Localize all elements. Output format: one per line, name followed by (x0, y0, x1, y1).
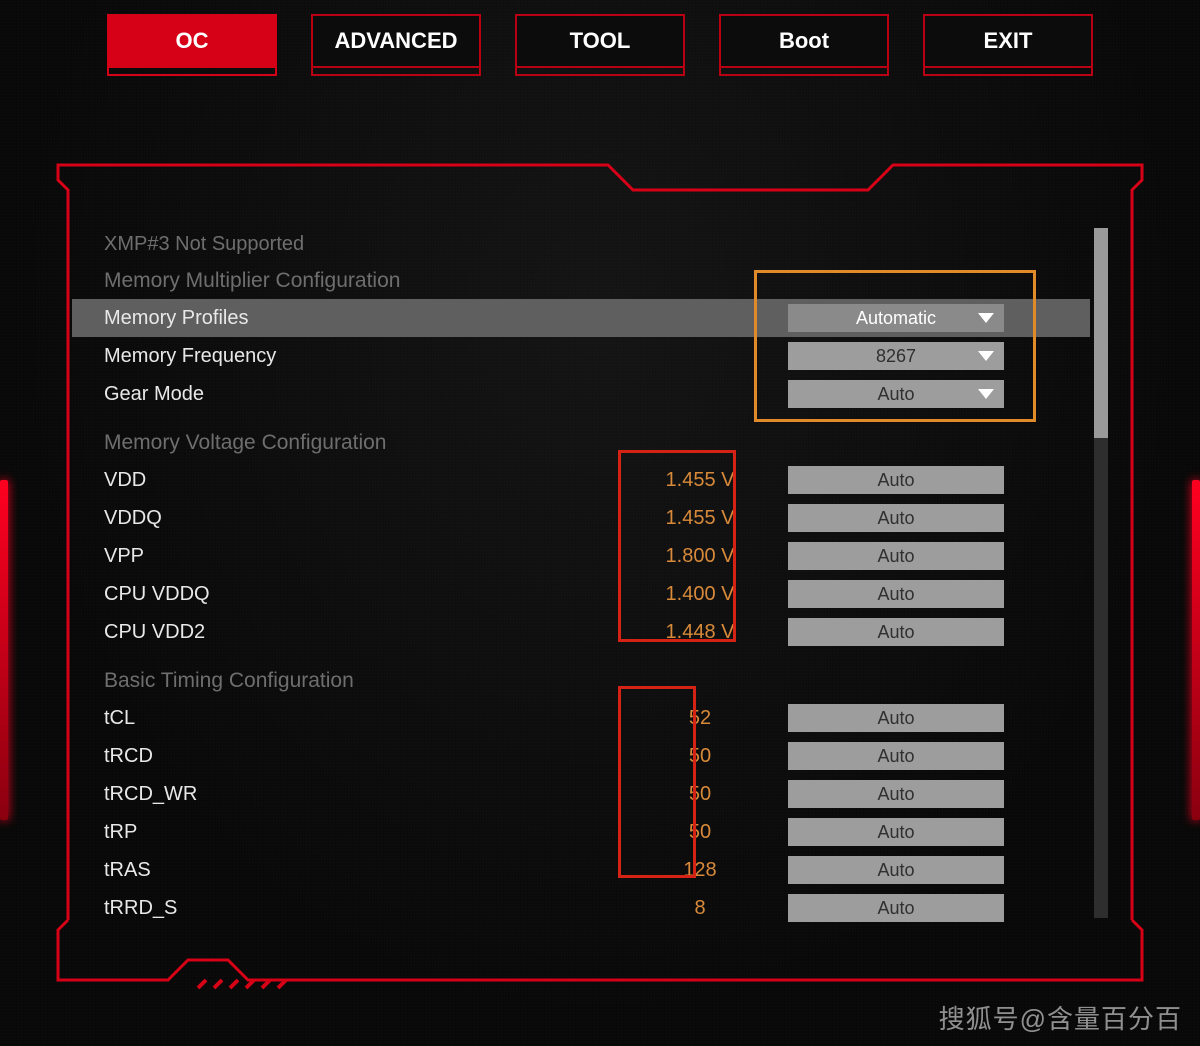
section-timing-title: Basic Timing Configuration (72, 663, 1090, 699)
readout-trcd: 50 (620, 745, 780, 768)
readout-trp: 50 (620, 821, 780, 844)
readout-vdd: 1.455 V (620, 469, 780, 492)
row-vpp[interactable]: VPP 1.800 V Auto (72, 537, 1090, 575)
readout-cpu-vdd2: 1.448 V (620, 621, 780, 644)
settings-list: XMP#3 Not Supported Memory Multiplier Co… (72, 225, 1090, 926)
scrollbar-thumb[interactable] (1094, 228, 1108, 438)
tab-label: EXIT (984, 28, 1033, 54)
xmp-status-label: XMP#3 Not Supported (104, 233, 604, 256)
input-trcd-wr[interactable]: Auto (788, 780, 1004, 808)
label-gear-mode: Gear Mode (104, 383, 604, 406)
input-trrd-s[interactable]: Auto (788, 894, 1004, 922)
value-text: Automatic (856, 308, 936, 329)
readout-tras: 128 (620, 859, 780, 882)
chevron-down-icon (978, 351, 994, 361)
value-text: Auto (877, 508, 914, 529)
dropdown-gear-mode[interactable]: Auto (788, 380, 1004, 408)
value-text: Auto (877, 898, 914, 919)
value-text: Auto (877, 784, 914, 805)
tab-label: TOOL (570, 28, 631, 54)
label-trp: tRP (104, 821, 604, 844)
label-cpu-vddq: CPU VDDQ (104, 583, 604, 606)
side-accent-right (1192, 480, 1200, 820)
row-trrd-s[interactable]: tRRD_S 8 Auto (72, 889, 1090, 926)
value-text: Auto (877, 384, 914, 405)
tab-oc[interactable]: OC (107, 14, 277, 68)
readout-trcd-wr: 50 (620, 783, 780, 806)
chevron-down-icon (978, 389, 994, 399)
scrollbar-track[interactable] (1094, 228, 1108, 918)
value-text: Auto (877, 470, 914, 491)
row-trp[interactable]: tRP 50 Auto (72, 813, 1090, 851)
watermark-text: 搜狐号@含量百分百 (939, 999, 1182, 1036)
tab-boot[interactable]: Boot (719, 14, 889, 68)
row-gear-mode[interactable]: Gear Mode Auto (72, 375, 1090, 413)
label-trrd-s: tRRD_S (104, 897, 604, 920)
input-trp[interactable]: Auto (788, 818, 1004, 846)
label-trcd: tRCD (104, 745, 604, 768)
row-trcd[interactable]: tRCD 50 Auto (72, 737, 1090, 775)
readout-tcl: 52 (620, 707, 780, 730)
tab-label: ADVANCED (334, 28, 457, 54)
input-cpu-vddq[interactable]: Auto (788, 580, 1004, 608)
input-cpu-vdd2[interactable]: Auto (788, 618, 1004, 646)
input-trcd[interactable]: Auto (788, 742, 1004, 770)
tab-label: OC (176, 28, 209, 54)
row-trcd-wr[interactable]: tRCD_WR 50 Auto (72, 775, 1090, 813)
label-trcd-wr: tRCD_WR (104, 783, 604, 806)
side-accent-left (0, 480, 8, 820)
input-tcl[interactable]: Auto (788, 704, 1004, 732)
xmp-status-row: XMP#3 Not Supported (72, 225, 1090, 263)
label-tras: tRAS (104, 859, 604, 882)
row-tras[interactable]: tRAS 128 Auto (72, 851, 1090, 889)
readout-vpp: 1.800 V (620, 545, 780, 568)
value-text: Auto (877, 708, 914, 729)
value-text: Auto (877, 584, 914, 605)
readout-trrd-s: 8 (620, 897, 780, 920)
input-vdd[interactable]: Auto (788, 466, 1004, 494)
label-vddq: VDDQ (104, 507, 604, 530)
input-tras[interactable]: Auto (788, 856, 1004, 884)
section-multiplier-title: Memory Multiplier Configuration (72, 263, 1090, 299)
dropdown-memory-frequency[interactable]: 8267 (788, 342, 1004, 370)
readout-cpu-vddq: 1.400 V (620, 583, 780, 606)
tab-label: Boot (779, 28, 829, 54)
label-vpp: VPP (104, 545, 604, 568)
row-cpu-vdd2[interactable]: CPU VDD2 1.448 V Auto (72, 613, 1090, 651)
label-memory-frequency: Memory Frequency (104, 345, 604, 368)
label-tcl: tCL (104, 707, 604, 730)
row-vdd[interactable]: VDD 1.455 V Auto (72, 461, 1090, 499)
value-text: Auto (877, 860, 914, 881)
row-memory-frequency[interactable]: Memory Frequency 8267 (72, 337, 1090, 375)
chevron-down-icon (978, 313, 994, 323)
row-cpu-vddq[interactable]: CPU VDDQ 1.400 V Auto (72, 575, 1090, 613)
value-text: 8267 (876, 346, 916, 367)
label-memory-profiles: Memory Profiles (104, 307, 604, 330)
row-tcl[interactable]: tCL 52 Auto (72, 699, 1090, 737)
row-vddq[interactable]: VDDQ 1.455 V Auto (72, 499, 1090, 537)
input-vddq[interactable]: Auto (788, 504, 1004, 532)
value-text: Auto (877, 822, 914, 843)
tab-exit[interactable]: EXIT (923, 14, 1093, 68)
row-memory-profiles[interactable]: Memory Profiles Automatic (72, 299, 1090, 337)
tab-advanced[interactable]: ADVANCED (311, 14, 481, 68)
tab-tool[interactable]: TOOL (515, 14, 685, 68)
label-vdd: VDD (104, 469, 604, 492)
readout-vddq: 1.455 V (620, 507, 780, 530)
value-text: Auto (877, 746, 914, 767)
input-vpp[interactable]: Auto (788, 542, 1004, 570)
value-text: Auto (877, 622, 914, 643)
section-voltage-title: Memory Voltage Configuration (72, 425, 1090, 461)
value-text: Auto (877, 546, 914, 567)
label-cpu-vdd2: CPU VDD2 (104, 621, 604, 644)
main-tabs: OC ADVANCED TOOL Boot EXIT (0, 14, 1200, 68)
dropdown-memory-profiles[interactable]: Automatic (788, 304, 1004, 332)
